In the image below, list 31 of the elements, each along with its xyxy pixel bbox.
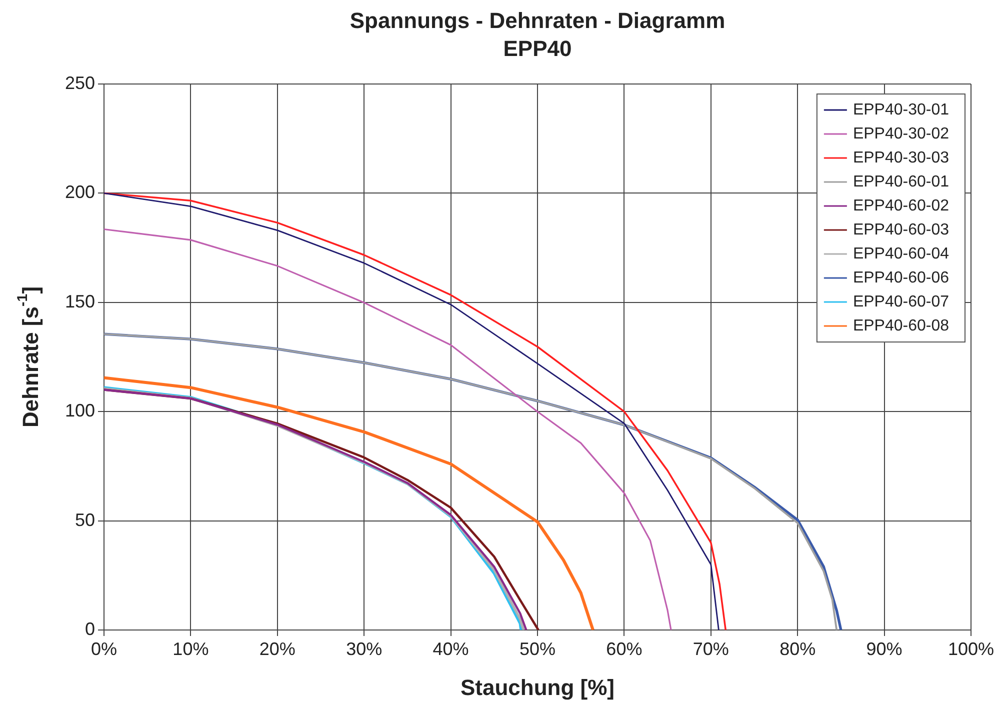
- y-tick-label: 0: [84, 618, 95, 639]
- x-tick-label: 70%: [692, 638, 729, 659]
- chart-subtitle: EPP40: [503, 36, 572, 62]
- y-tick-label: 150: [64, 291, 95, 312]
- y-tick-label: 200: [64, 182, 95, 202]
- legend-label: EPP40-60-07: [852, 293, 950, 310]
- legend-label: EPP40-30-01: [852, 101, 950, 118]
- x-tick-label: 60%: [606, 638, 642, 659]
- x-tick-label: 80%: [780, 638, 816, 659]
- x-axis-title: Stauchung [%]: [460, 674, 614, 700]
- legend-label: EPP40-30-02: [852, 125, 950, 142]
- legend-label: EPP40-60-03: [852, 221, 950, 238]
- chart-title: Spannungs - Dehnraten - Diagramm: [350, 8, 726, 34]
- y-tick-label: 250: [64, 72, 95, 93]
- legend-label: EPP40-60-01: [852, 173, 950, 190]
- x-tick-label: 40%: [432, 638, 469, 659]
- legend-label: EPP40-60-08: [852, 317, 950, 334]
- x-tick-label: 50%: [519, 638, 556, 659]
- y-tick-label: 100: [64, 400, 95, 421]
- x-tick-label: 30%: [346, 638, 382, 659]
- y-tick-label: 50: [74, 510, 95, 530]
- x-tick-label: 100%: [948, 638, 994, 659]
- legend-label: EPP40-60-06: [852, 269, 950, 286]
- legend-label: EPP40-60-02: [852, 197, 950, 214]
- y-axis-title: Dehnrate [s-1]: [15, 286, 44, 428]
- legend-label: EPP40-30-03: [852, 149, 950, 166]
- x-tick-label: 20%: [259, 638, 296, 659]
- legend-label: EPP40-60-04: [852, 245, 950, 262]
- x-tick-label: 0%: [90, 638, 118, 659]
- x-tick-label: 10%: [172, 638, 209, 659]
- x-tick-label: 90%: [866, 638, 902, 659]
